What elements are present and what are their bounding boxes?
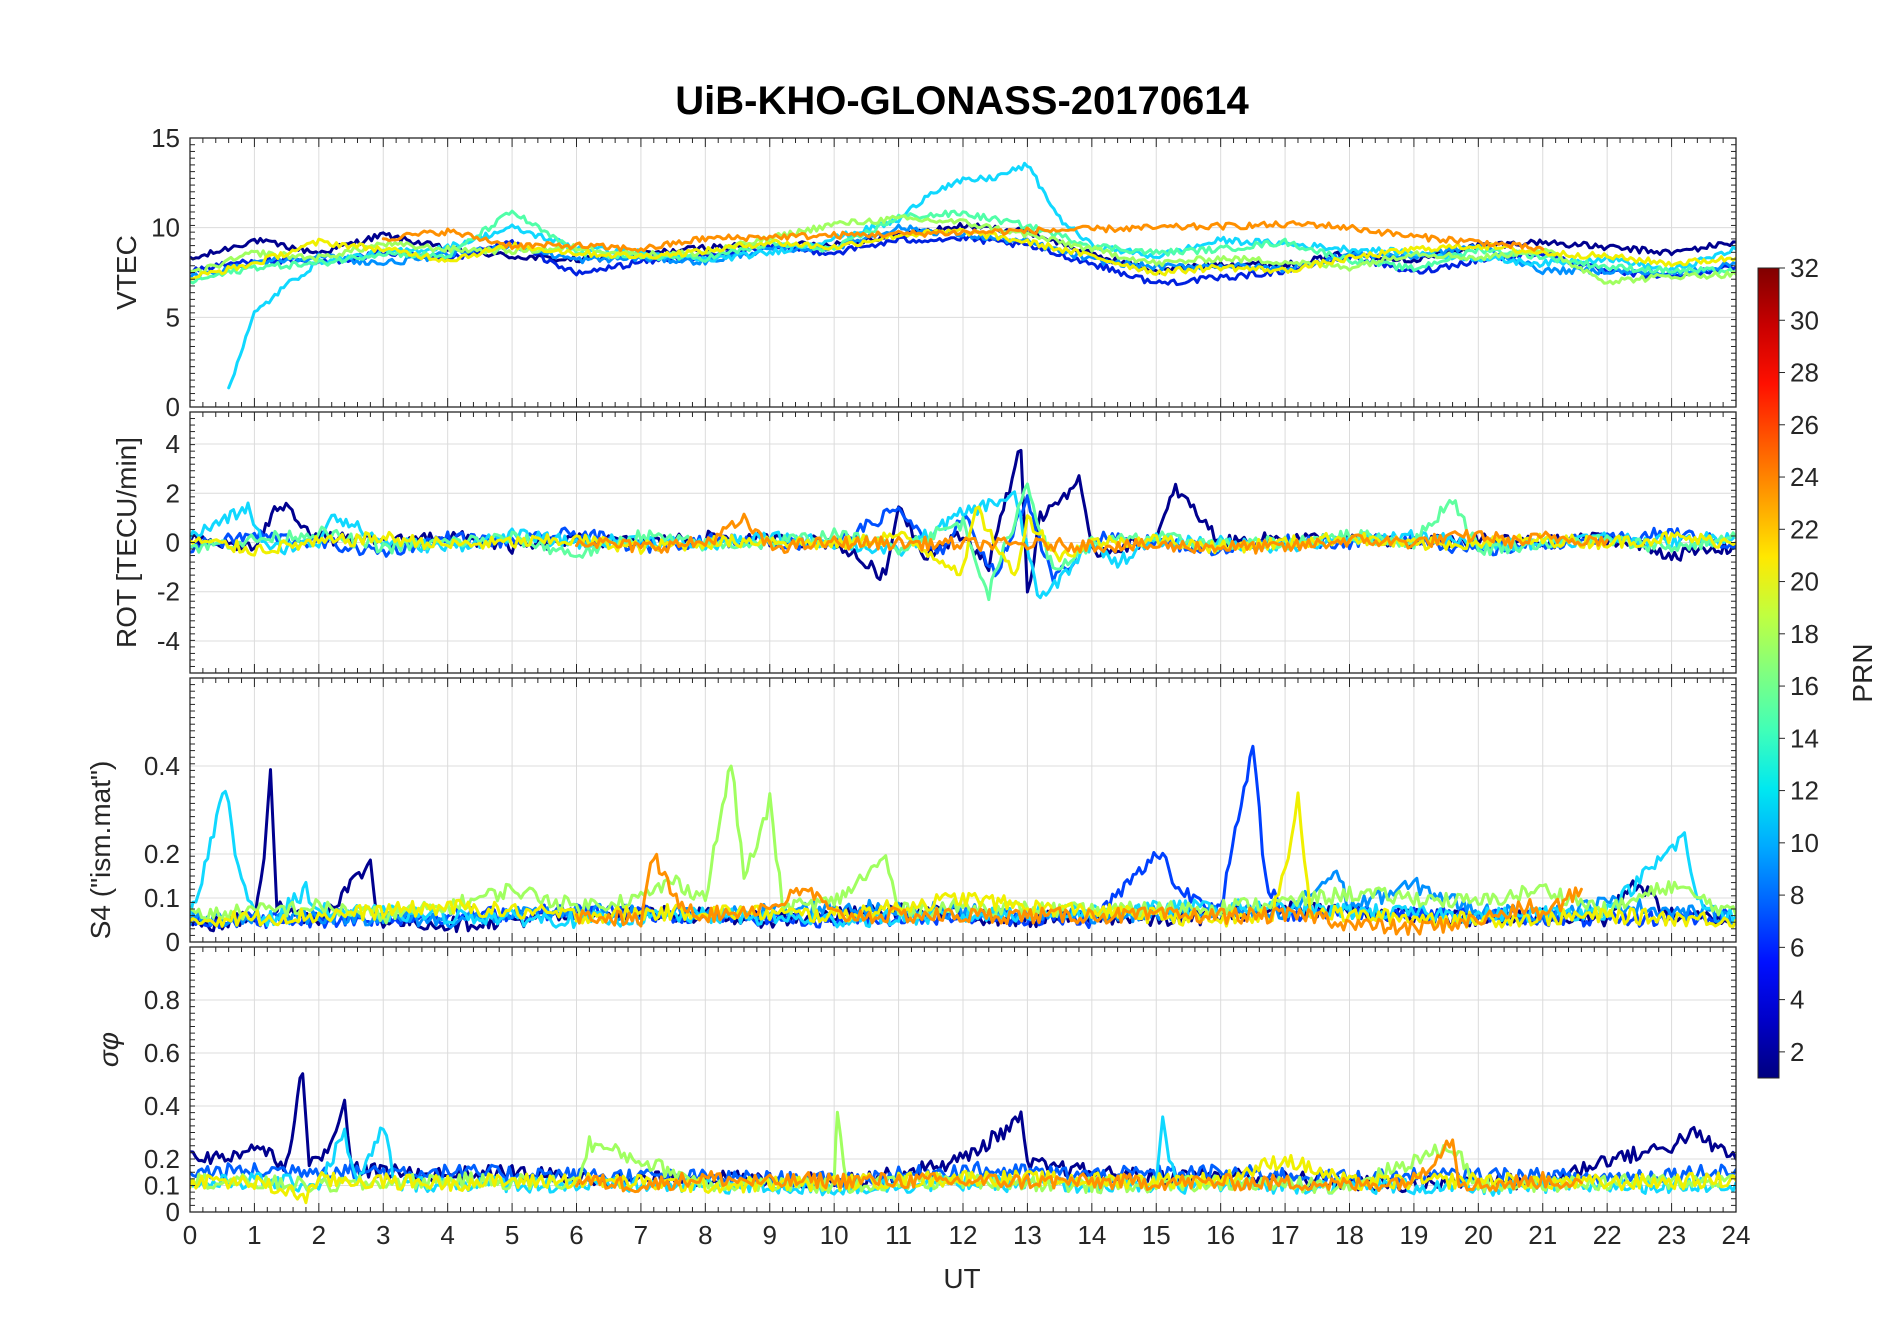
x-tick-label: 19 [1399, 1220, 1428, 1250]
y-tick-label: 5 [166, 302, 180, 332]
y-tick-label: 10 [151, 213, 180, 243]
colorbar-tick-label: 24 [1790, 462, 1819, 492]
y-axis-label: σφ [93, 1032, 124, 1067]
colorbar-tick-label: 32 [1790, 253, 1819, 283]
x-tick-label: 11 [885, 1220, 912, 1250]
y-tick-label: 0.4 [144, 751, 180, 781]
x-tick-label: 22 [1593, 1220, 1622, 1250]
series-prn-12 [190, 789, 1736, 929]
x-tick-label: 6 [569, 1220, 583, 1250]
panel-vtec: 0 5 10 15 VTEC [111, 123, 1737, 422]
x-tick-label: 14 [1077, 1220, 1106, 1250]
x-tick-label: 1 [247, 1220, 261, 1250]
series-prn-20 [190, 505, 1736, 577]
y-tick-label: 0.8 [144, 985, 180, 1015]
panel-s4: 0 0.1 0.2 0.4 S4 ("ism.mat") [85, 677, 1737, 957]
x-axis-label: UT [943, 1263, 980, 1294]
y-tick-label: 0.1 [144, 883, 180, 913]
colorbar-tick-label: 8 [1790, 880, 1804, 910]
series-prn-12 [227, 161, 1736, 390]
colorbar-tick-label: 30 [1790, 305, 1819, 335]
series-prn-1 [190, 222, 1736, 275]
colorbar-tick-label: 16 [1790, 671, 1819, 701]
series-prn-20 [190, 1154, 1736, 1205]
x-tick-label: 20 [1464, 1220, 1493, 1250]
x-tick-label: 7 [634, 1220, 648, 1250]
y-tick-label: -4 [157, 626, 180, 656]
colorbar-tick-label: 12 [1790, 776, 1819, 806]
series-group [190, 1072, 1736, 1205]
x-tick-label: 16 [1206, 1220, 1235, 1250]
x-tick-label: 13 [1013, 1220, 1042, 1250]
x-tick-label: 5 [505, 1220, 519, 1250]
series-prn-16 [190, 482, 1736, 602]
x-tick-label: 21 [1528, 1220, 1557, 1250]
series-prn-17 [190, 214, 1736, 286]
y-tick-label: 4 [166, 429, 180, 459]
colorbar-tick-label: 22 [1790, 514, 1819, 544]
x-tick-label: 0 [183, 1220, 197, 1250]
y-tick-label: 0 [166, 927, 180, 957]
series-prn-23 [381, 220, 1545, 253]
y-tick-label: 0.4 [144, 1091, 180, 1121]
x-tick-label: 15 [1142, 1220, 1171, 1250]
series-group [190, 744, 1736, 936]
x-tick-label: 2 [312, 1220, 326, 1250]
colorbar-gradient [1757, 267, 1780, 1079]
y-axis-label: VTEC [111, 235, 142, 310]
colorbar-tick-label: 18 [1790, 619, 1819, 649]
y-tick-label: 15 [151, 123, 180, 153]
x-tick-label: 8 [698, 1220, 712, 1250]
series-prn-23 [575, 512, 1609, 555]
series-prn-7 [190, 1160, 1736, 1189]
y-axis-label: S4 ("ism.mat") [85, 761, 116, 940]
colorbar-tick-label: 20 [1790, 567, 1819, 597]
x-tick-label: 3 [376, 1220, 390, 1250]
colorbar-tick-label: 10 [1790, 828, 1819, 858]
y-tick-label: 0 [166, 392, 180, 422]
x-tick-label: 12 [949, 1220, 978, 1250]
x-tick-label: 23 [1657, 1220, 1686, 1250]
x-tick-label: 9 [763, 1220, 777, 1250]
colorbar-label: PRN [1847, 643, 1878, 702]
series-group [190, 448, 1736, 602]
colorbar-tick-label: 6 [1790, 932, 1804, 962]
colorbar-tick-label: 28 [1790, 358, 1819, 388]
y-tick-label: 0 [166, 528, 180, 558]
y-tick-label: 0 [166, 1197, 180, 1227]
x-tick-label: 24 [1722, 1220, 1751, 1250]
colorbar-tick-label: 14 [1790, 723, 1819, 753]
x-tick-label: 18 [1335, 1220, 1364, 1250]
panel-rot: -4 -2 0 2 4 ROT [TECU/min] [111, 411, 1737, 674]
colorbar-tick-label: 26 [1790, 410, 1819, 440]
y-tick-label: 0.6 [144, 1038, 180, 1068]
colorbar-tick-label: 2 [1790, 1037, 1804, 1067]
panel-sigma_phi: 00.10.2 0.4 0.6 0.8 σφ [93, 946, 1737, 1227]
colorbar-tick-label: 4 [1790, 985, 1804, 1015]
x-tick-label: 17 [1271, 1220, 1300, 1250]
y-tick-label: 0.1 [144, 1171, 180, 1201]
series-prn-23 [575, 1138, 1583, 1194]
series-group [190, 161, 1736, 390]
x-tick-label: 4 [440, 1220, 454, 1250]
x-tick-label: 10 [820, 1220, 849, 1250]
series-prn-23 [575, 852, 1583, 936]
y-tick-label: 0.2 [144, 1144, 180, 1174]
chart-title: UiB-KHO-GLONASS-20170614 [675, 79, 1249, 123]
y-axis-label: ROT [TECU/min] [111, 437, 142, 648]
y-tick-label: 2 [166, 478, 180, 508]
y-tick-label: 0.2 [144, 839, 180, 869]
y-tick-label: -2 [157, 577, 180, 607]
